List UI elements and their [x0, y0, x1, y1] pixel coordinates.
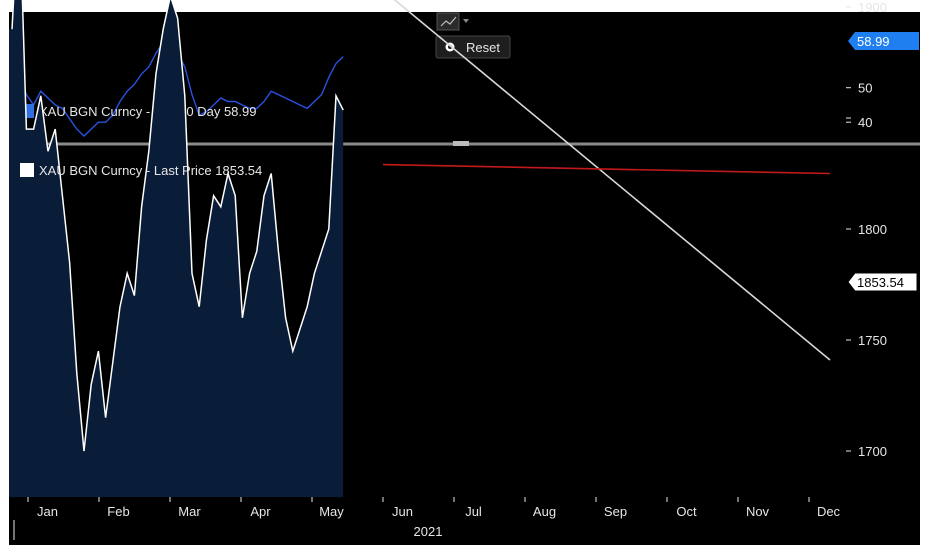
x-axis: Jan Feb Mar Apr May Jun Jul Aug Sep Oct Nov Dec	[13, 497, 841, 540]
price-y-tick-label: 1750	[858, 333, 887, 348]
price-y-axis: 17001750180019001950	[846, 0, 887, 459]
reset-label: Reset	[466, 40, 500, 55]
chart-toolbar: Reset	[435, 12, 511, 59]
rsi-y-axis: 40 50	[846, 81, 872, 130]
x-axis-month-label: Nov	[746, 504, 770, 519]
chart-type-button[interactable]	[436, 12, 460, 31]
x-axis-month-label: Feb	[107, 504, 129, 519]
price-legend-swatch	[20, 163, 34, 177]
price-area-fill	[9, 0, 344, 497]
x-axis-month-label: Mar	[178, 504, 201, 519]
x-axis-month-label: Oct	[676, 504, 697, 519]
price-y-tick-label: 1900	[858, 0, 887, 15]
horizontal-resistance-line	[382, 163, 831, 175]
rsi-last-value-label: 58.99	[857, 34, 890, 49]
price-series-line	[11, 0, 344, 452]
rsi-last-value-badge: 58.99	[848, 32, 919, 50]
x-axis-month-label: Apr	[250, 504, 271, 519]
reset-button[interactable]	[435, 35, 511, 59]
rsi-legend-label: XAU BGN Curncy - RSI 30 Day 58.99	[39, 104, 256, 119]
rsi-y-tick-label: 50	[858, 81, 872, 96]
x-axis-month-label: Jun	[392, 504, 413, 519]
panel-divider-grip[interactable]	[453, 141, 469, 146]
caret-down-icon[interactable]	[463, 19, 469, 23]
x-axis-month-label: Jul	[465, 504, 482, 519]
price-legend: XAU BGN Curncy - Last Price 1853.54	[20, 163, 262, 178]
rsi-panel: 40 50 XAU BGN Curncy - RSI 30 Day 58.99 5…	[11, 32, 919, 137]
x-axis-month-label: Jan	[37, 504, 58, 519]
x-axis-background	[9, 497, 920, 545]
right-axis-background	[846, 12, 920, 497]
price-legend-label: XAU BGN Curncy - Last Price 1853.54	[39, 163, 262, 178]
price-last-value-label: 1853.54	[857, 275, 904, 290]
x-axis-month-label: Dec	[817, 504, 841, 519]
price-y-tick-label: 1700	[858, 444, 887, 459]
rsi-legend: XAU BGN Curncy - RSI 30 Day 58.99	[20, 104, 256, 119]
rsi-y-tick-label: 40	[858, 115, 872, 130]
descending-trendline	[393, 0, 831, 361]
x-axis-month-label: Aug	[533, 504, 556, 519]
price-last-value-badge: 1853.54	[847, 272, 918, 292]
x-axis-year-label: 2021	[414, 524, 443, 539]
price-panel: 17001750180019001950 XAU BGN Curncy - La…	[9, 0, 918, 497]
price-y-tick-label: 1800	[858, 222, 887, 237]
line-chart-icon	[440, 16, 457, 27]
x-axis-month-label: Sep	[604, 504, 627, 519]
x-axis-month-label: May	[319, 504, 344, 519]
